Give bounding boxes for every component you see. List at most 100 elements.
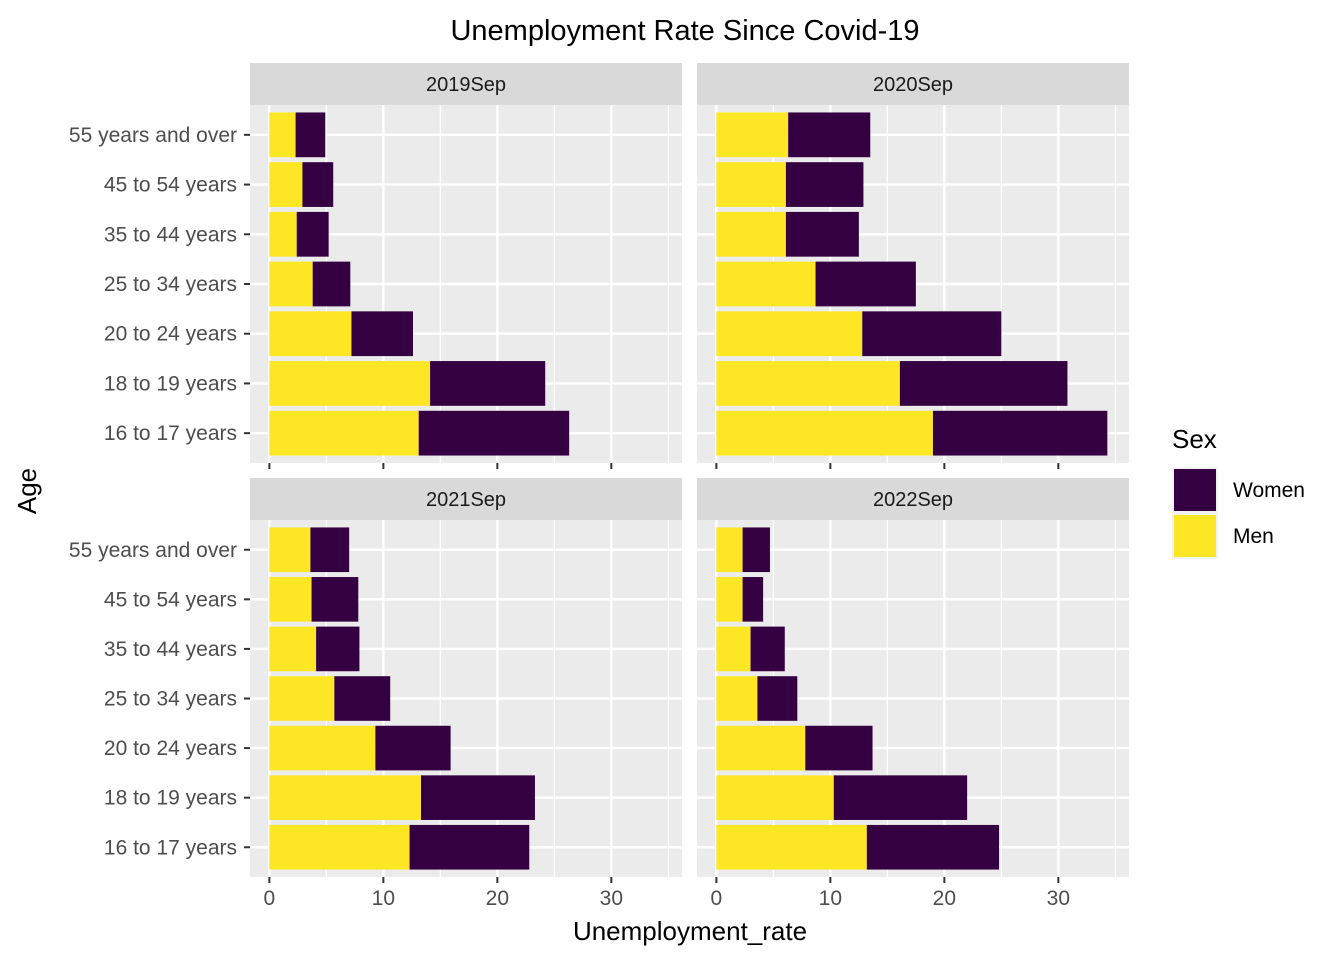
y-tick-label: 45 to 54 years	[104, 588, 237, 611]
bar-men	[269, 577, 312, 622]
y-tick-label: 20 to 24 years	[104, 737, 237, 760]
y-tick-label: 25 to 34 years	[104, 273, 237, 296]
bar-men	[716, 577, 743, 622]
x-tick-label: 0	[264, 887, 276, 910]
bar-women	[375, 725, 451, 771]
x-tick-label: 30	[1047, 887, 1070, 910]
legend-key-men	[1174, 515, 1216, 557]
bar-men	[269, 824, 410, 870]
y-tick-label: 20 to 24 years	[104, 323, 237, 346]
panel-strip	[697, 478, 1129, 520]
bar-men	[716, 775, 834, 820]
x-tick-label: 20	[486, 887, 509, 910]
bar-women	[334, 676, 391, 721]
y-tick-label: 55 years and over	[69, 124, 237, 147]
panel-2021Sep: 2021Sep 16 to 17 years 18 to 19 years 20 to…	[69, 478, 682, 910]
bar-men	[269, 162, 303, 207]
bar-women	[302, 162, 334, 207]
bar-women	[310, 527, 350, 573]
bar-women	[862, 311, 1002, 357]
bar-men	[716, 311, 863, 357]
bar-women	[932, 410, 1108, 456]
y-tick-label: 55 years and over	[69, 539, 237, 562]
bar-women	[742, 577, 764, 622]
bar-men	[269, 410, 419, 456]
legend-label-men: Men	[1233, 525, 1274, 548]
bar-women	[296, 211, 329, 257]
bar-men	[716, 626, 751, 672]
bar-women	[312, 261, 351, 307]
panel-strip-label: 2019Sep	[426, 74, 506, 96]
x-tick-label: 10	[819, 887, 842, 910]
y-tick-label: 45 to 54 years	[104, 174, 237, 197]
panel-strip-label: 2022Sep	[873, 489, 953, 511]
panel-strip-label: 2021Sep	[426, 489, 506, 511]
bar-women	[409, 824, 530, 870]
bar-women	[785, 211, 859, 257]
bar-men	[269, 311, 352, 357]
bar-women	[833, 775, 968, 820]
bar-women	[750, 626, 785, 672]
chart-title: Unemployment Rate Since Covid-19	[450, 15, 919, 47]
bar-men	[716, 361, 900, 406]
bar-women	[418, 410, 570, 456]
bar-men	[716, 112, 789, 158]
bar-men	[716, 824, 867, 870]
bar-women	[788, 112, 871, 158]
x-tick-label: 0	[711, 887, 723, 910]
bar-women	[351, 311, 413, 357]
x-tick-label: 30	[600, 887, 623, 910]
y-tick-label: 18 to 19 years	[104, 787, 237, 810]
bar-men	[716, 211, 786, 257]
bar-women	[815, 261, 916, 307]
bar-men	[716, 527, 743, 573]
y-tick-label: 16 to 17 years	[104, 836, 237, 859]
panel-2020Sep: 2020Sep	[697, 63, 1129, 469]
bar-men	[716, 162, 786, 207]
bar-women	[311, 577, 359, 622]
bar-women	[295, 112, 326, 158]
bar-men	[716, 676, 758, 721]
legend-title: Sex	[1172, 424, 1217, 454]
bar-women	[899, 361, 1068, 406]
bar-men	[269, 676, 335, 721]
bar-women	[430, 361, 546, 406]
legend-label-women: Women	[1233, 479, 1305, 502]
bar-women	[420, 775, 535, 820]
bar-men	[269, 527, 311, 573]
panel-2022Sep: 2022Sep 0 10 20 30	[697, 478, 1129, 910]
bar-men	[269, 725, 376, 771]
bar-women	[316, 626, 360, 672]
bar-women	[805, 725, 873, 771]
panel-strip	[250, 478, 682, 520]
panel-2019Sep: 2019Sep 16 to 17 years 18 to 19 years 20 to…	[69, 63, 682, 469]
x-tick-label: 20	[933, 887, 956, 910]
bar-men	[269, 211, 297, 257]
panel-strip	[697, 63, 1129, 105]
bar-men	[716, 261, 816, 307]
x-axis-title: Unemployment_rate	[573, 916, 807, 946]
y-tick-label: 35 to 44 years	[104, 223, 237, 246]
bar-men	[269, 626, 317, 672]
bar-men	[716, 725, 806, 771]
bar-men	[269, 112, 296, 158]
bar-women	[742, 527, 770, 573]
bar-women	[866, 824, 1000, 870]
y-tick-label: 18 to 19 years	[104, 372, 237, 395]
bar-women	[785, 162, 864, 207]
bar-men	[269, 361, 431, 406]
y-tick-label: 25 to 34 years	[104, 688, 237, 711]
bar-women	[757, 676, 798, 721]
y-tick-label: 16 to 17 years	[104, 422, 237, 445]
bar-men	[269, 775, 421, 820]
legend: Sex Women Men	[1172, 424, 1305, 559]
panel-strip-label: 2020Sep	[873, 74, 953, 96]
y-tick-label: 35 to 44 years	[104, 638, 237, 661]
panel-strip	[250, 63, 682, 105]
y-axis-title: Age	[12, 468, 42, 514]
bar-men	[269, 261, 313, 307]
legend-key-women	[1174, 469, 1216, 511]
bar-men	[716, 410, 933, 456]
x-tick-label: 10	[372, 887, 395, 910]
